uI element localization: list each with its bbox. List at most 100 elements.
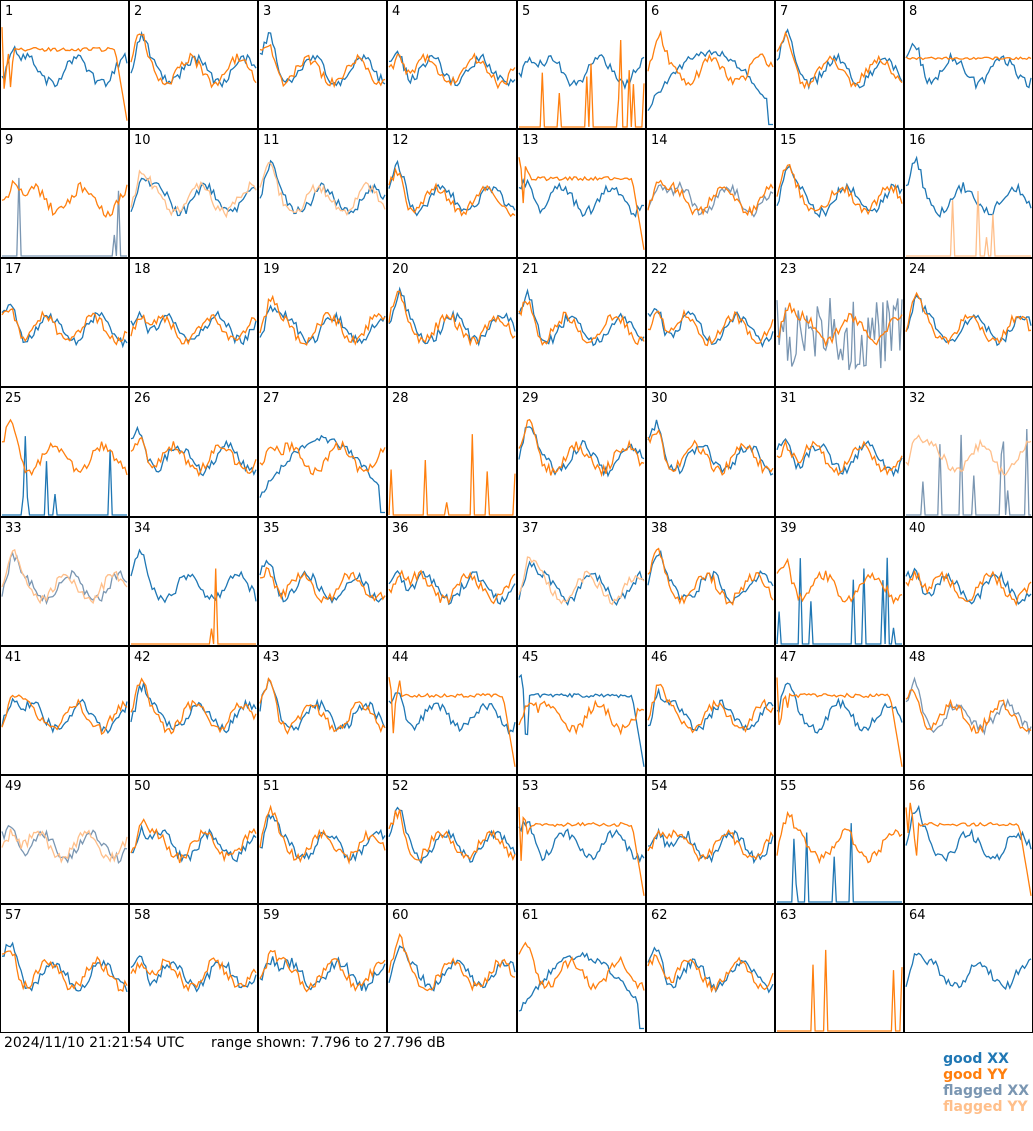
panel-label: 62: [651, 908, 668, 923]
panel-frame: [646, 646, 775, 775]
panel-frame: [904, 646, 1033, 775]
trace-yy-good: [776, 439, 903, 477]
trace-xx-good: [130, 955, 257, 993]
trace-xx-flagged: [2, 177, 127, 257]
trace-xx-good: [647, 49, 773, 126]
panel-frame: [129, 775, 258, 904]
trace-xx-good: [777, 823, 902, 903]
trace-xx-good: [388, 159, 516, 217]
panel-frame: [258, 904, 387, 1033]
trace-yy-good: [776, 677, 903, 767]
panel-frame: [387, 258, 517, 387]
trace-yy-good: [1, 694, 128, 736]
panel-frame: [0, 646, 129, 775]
panel-label: 47: [780, 650, 797, 665]
panel-9: 9: [0, 129, 129, 258]
panel-frame: [0, 0, 129, 129]
panel-33: 33: [0, 517, 129, 646]
panel-55: 55: [775, 775, 904, 904]
trace-yy-good: [776, 557, 903, 605]
trace-xx-good: [388, 806, 516, 865]
trace-yy-good: [518, 300, 645, 347]
panel-label: 41: [5, 650, 22, 665]
trace-yy-good: [1, 308, 128, 346]
panel-label: 2: [134, 4, 142, 19]
panel-30: 30: [646, 387, 775, 517]
panel-58: 58: [129, 904, 258, 1033]
trace-xx-good: [130, 682, 257, 734]
panel-label: 57: [5, 908, 22, 923]
trace-yy-good: [131, 568, 256, 645]
panel-label: 55: [780, 779, 797, 794]
trace-xx-flagged: [905, 676, 1032, 736]
panel-label: 1: [5, 4, 13, 19]
panel-11: 11: [258, 129, 387, 258]
panel-frame: [387, 904, 517, 1033]
trace-yy-good: [388, 809, 516, 861]
trace-yy-good: [259, 804, 386, 865]
trace-yy-good: [647, 29, 774, 86]
panel-8: 8: [904, 0, 1033, 129]
trace-yy-good: [259, 43, 386, 89]
trace-yy-good: [130, 957, 257, 993]
trace-yy-good: [905, 570, 1032, 607]
panel-label: 42: [134, 650, 151, 665]
panel-53: 53: [517, 775, 646, 904]
trace-xx-good: [388, 569, 516, 606]
legend-flagged-xx: flagged XX: [943, 1083, 1029, 1099]
panel-frame: [129, 129, 258, 258]
panel-label: 11: [263, 133, 280, 148]
trace-xx-flagged: [906, 428, 1031, 516]
panel-2: 2: [129, 0, 258, 129]
panel-label: 12: [392, 133, 409, 148]
panel-label: 7: [780, 4, 788, 19]
panel-16: 16: [904, 129, 1033, 258]
trace-yy-good: [776, 30, 903, 90]
panel-45: 45: [517, 646, 646, 775]
trace-yy-good: [388, 290, 516, 347]
panel-frame: [517, 646, 646, 775]
panel-label: 43: [263, 650, 280, 665]
trace-xx-good: [130, 548, 257, 604]
panel-label: 64: [909, 908, 926, 923]
panel-frame: [904, 129, 1033, 258]
trace-yy-good: [647, 829, 774, 863]
panel-54: 54: [646, 775, 775, 904]
panel-35: 35: [258, 517, 387, 646]
trace-xx-good: [259, 677, 386, 733]
trace-xx-good: [776, 557, 902, 645]
panel-label: 39: [780, 521, 797, 536]
panel-frame: [904, 775, 1033, 904]
trace-yy-good: [130, 314, 257, 346]
panel-60: 60: [387, 904, 517, 1033]
trace-yy-flagged: [1, 548, 128, 605]
panel-label: 17: [5, 262, 22, 277]
panel-34: 34: [129, 517, 258, 646]
panel-25: 25: [0, 387, 129, 517]
timestamp: 2024/11/10 21:21:54 UTC: [4, 1035, 185, 1051]
trace-yy-good: [519, 39, 645, 128]
trace-xx-good: [905, 155, 1032, 218]
panel-frame: [904, 904, 1033, 1033]
trace-xx-good: [259, 434, 385, 514]
panel-frame: [0, 258, 129, 387]
trace-xx-flagged: [1, 824, 128, 865]
panel-label: 30: [651, 391, 668, 406]
trace-yy-good: [259, 677, 386, 735]
panel-37: 37: [517, 517, 646, 646]
trace-xx-good: [648, 827, 774, 865]
panel-label: 14: [651, 133, 668, 148]
panel-frame: [387, 646, 517, 775]
panel-frame: [258, 387, 387, 517]
panel-frame: [387, 775, 517, 904]
trace-yy-good: [130, 436, 257, 477]
panel-frame: [904, 517, 1033, 646]
trace-yy-good: [518, 418, 645, 478]
panel-6: 6: [646, 0, 775, 129]
panel-frame: [0, 775, 129, 904]
panel-label: 19: [263, 262, 280, 277]
panel-5: 5: [517, 0, 646, 129]
trace-xx-good: [776, 438, 903, 478]
panel-frame: [258, 775, 387, 904]
trace-xx-good: [2, 436, 127, 516]
